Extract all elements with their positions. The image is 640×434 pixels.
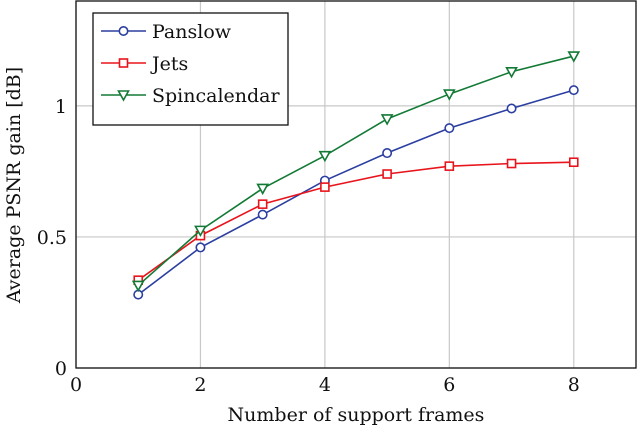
series-spincalendar — [131, 51, 581, 293]
legend-label: Spincalendar — [152, 85, 281, 107]
series-panslow — [133, 85, 579, 300]
legend: Panslow Jets Spincalendar — [92, 12, 289, 126]
square-marker — [568, 157, 579, 168]
series-line — [137, 55, 574, 287]
series-jets — [133, 157, 579, 285]
triangle-down-marker — [442, 89, 456, 101]
x-tick-label: 4 — [319, 374, 331, 396]
y-axis-label: Average PSNR gain [dB] — [3, 67, 25, 304]
triangle-down-marker — [131, 280, 145, 293]
triangle-down-marker — [194, 225, 207, 238]
triangle-down-marker — [318, 150, 332, 163]
legend-item: Panslow — [101, 21, 232, 43]
legend-item: Spincalendar — [101, 85, 281, 107]
circle-marker — [195, 242, 206, 253]
circle-marker — [506, 103, 517, 114]
square-marker — [444, 161, 455, 171]
y-tick-label: 0 — [55, 358, 67, 380]
circle-marker — [382, 148, 393, 159]
series-line — [137, 89, 575, 296]
x-axis-label: Number of support frames — [228, 404, 485, 426]
x-tick-label: 2 — [194, 374, 206, 396]
square-marker — [506, 158, 517, 169]
series-line — [137, 161, 574, 281]
square-marker — [382, 169, 392, 179]
x-tick-label: 8 — [568, 374, 580, 396]
square-marker — [257, 199, 268, 209]
triangle-down-marker — [505, 66, 518, 79]
series-group — [131, 51, 581, 300]
legend-label: Jets — [150, 53, 188, 75]
y-tick-label: 0.5 — [37, 227, 67, 249]
circle-marker — [444, 123, 455, 134]
tick-labels: 0 2 4 6 8 0 0.5 1 — [37, 96, 580, 396]
square-marker — [320, 182, 330, 192]
x-tick-label: 0 — [70, 374, 82, 396]
triangle-down-marker — [567, 51, 581, 63]
x-tick-label: 6 — [443, 374, 455, 396]
square-marker — [118, 58, 129, 68]
legend-item: Jets — [101, 53, 188, 75]
triangle-down-marker — [380, 114, 394, 126]
triangle-down-marker — [117, 90, 130, 102]
circle-marker — [118, 25, 129, 36]
plot-frame — [75, 0, 637, 369]
y-tick-label: 1 — [55, 96, 67, 118]
circle-marker — [568, 85, 579, 96]
circle-marker — [257, 209, 268, 220]
legend-label: Panslow — [152, 21, 232, 43]
triangle-down-marker — [256, 183, 270, 196]
